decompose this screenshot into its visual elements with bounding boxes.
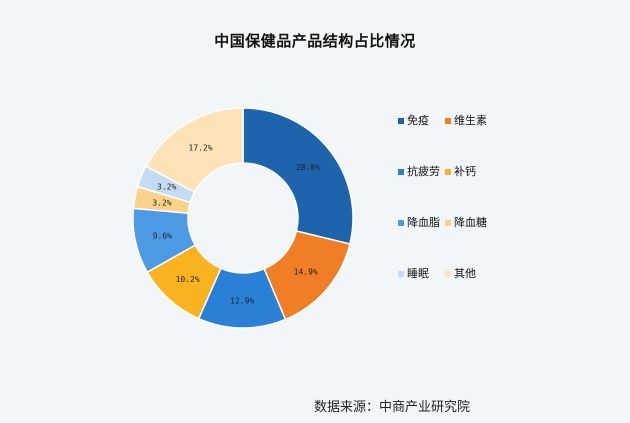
legend-label-6: 睡眠 bbox=[407, 267, 429, 280]
legend-swatch-2 bbox=[398, 169, 404, 175]
legend-label-0: 免疫 bbox=[407, 113, 429, 127]
legend-label-7: 其他 bbox=[454, 267, 476, 280]
slice-label-4: 9.6% bbox=[153, 231, 172, 240]
slice-label-2: 12.9% bbox=[230, 296, 254, 305]
data-source: 数据来源：中商产业研究院 bbox=[314, 400, 471, 415]
donut-slice-0 bbox=[242, 107, 354, 245]
legend-label-4: 降血脂 bbox=[407, 215, 440, 229]
legend-label-2: 抗疲劳 bbox=[407, 164, 440, 178]
legend-swatch-4 bbox=[398, 220, 404, 226]
legend-swatch-6 bbox=[398, 271, 404, 277]
donut-slices bbox=[132, 107, 354, 329]
legend-swatch-0 bbox=[398, 118, 404, 124]
legend-swatch-7 bbox=[445, 271, 451, 277]
legend-swatch-3 bbox=[445, 169, 451, 175]
legend-label-3: 补钙 bbox=[454, 164, 476, 178]
donut-slice-7 bbox=[144, 107, 244, 194]
slice-label-3: 10.2% bbox=[176, 275, 200, 284]
chart-title: 中国保健品产品结构占比情况 bbox=[214, 32, 416, 50]
slice-label-7: 17.2% bbox=[189, 143, 213, 152]
legend-label-1: 维生素 bbox=[454, 113, 487, 127]
legend-swatch-5 bbox=[445, 220, 451, 226]
legend-swatch-1 bbox=[445, 118, 451, 124]
slice-label-1: 14.9% bbox=[294, 268, 318, 277]
slice-label-6: 3.2% bbox=[157, 183, 176, 192]
legend-label-5: 降血糖 bbox=[454, 215, 487, 229]
slice-label-0: 28.8% bbox=[296, 163, 320, 172]
slice-label-5: 3.2% bbox=[152, 199, 171, 208]
slice-labels: 28.8% 14.9% 12.9% 10.2% 9.6% 3.2% 3.2% 17.2% bbox=[152, 143, 320, 305]
